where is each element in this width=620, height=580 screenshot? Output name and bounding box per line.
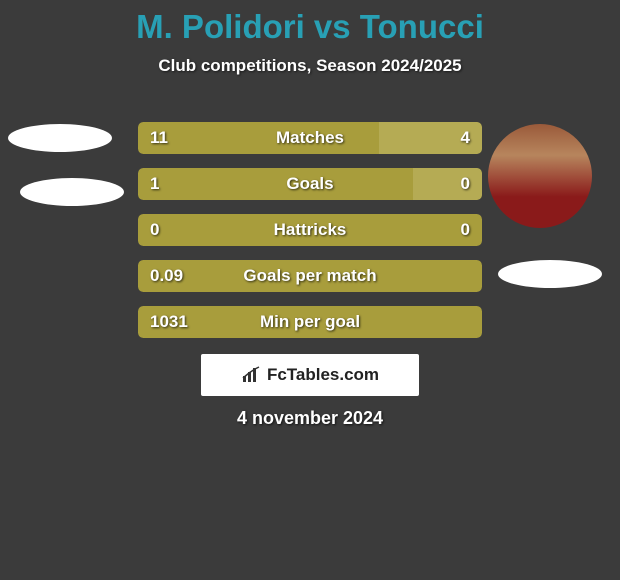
- stat-row: Min per goal1031: [138, 306, 482, 338]
- page-title: M. Polidori vs Tonucci: [0, 0, 620, 46]
- stat-value-right: 0: [449, 168, 482, 200]
- watermark-text: FcTables.com: [267, 365, 379, 385]
- page-subtitle: Club competitions, Season 2024/2025: [0, 56, 620, 76]
- date-label: 4 november 2024: [0, 408, 620, 429]
- stat-value-left: 0.09: [138, 260, 195, 292]
- stat-row: Matches11 4: [138, 122, 482, 154]
- decor-ellipse-left-1: [8, 124, 112, 152]
- stat-row: Goals1 0: [138, 168, 482, 200]
- decor-ellipse-right: [498, 260, 602, 288]
- stat-row: Hattricks0 0: [138, 214, 482, 246]
- stat-label: Matches: [138, 122, 482, 154]
- stat-value-left: 1031: [138, 306, 200, 338]
- stat-row: Goals per match0.09: [138, 260, 482, 292]
- player-avatar-right: [488, 124, 592, 228]
- stat-value-left: 1: [138, 168, 171, 200]
- stat-value-right: 0: [449, 214, 482, 246]
- stat-label: Hattricks: [138, 214, 482, 246]
- stat-value-left: 11: [138, 122, 180, 154]
- watermark-badge: FcTables.com: [201, 354, 419, 396]
- stat-value-left: 0: [138, 214, 171, 246]
- comparison-bars: Matches114Goals10Hattricks00Goals per ma…: [138, 122, 482, 352]
- stat-label: Goals: [138, 168, 482, 200]
- watermark-chart-icon: [241, 366, 261, 384]
- stat-value-right: 4: [449, 122, 482, 154]
- decor-ellipse-left-2: [20, 178, 124, 206]
